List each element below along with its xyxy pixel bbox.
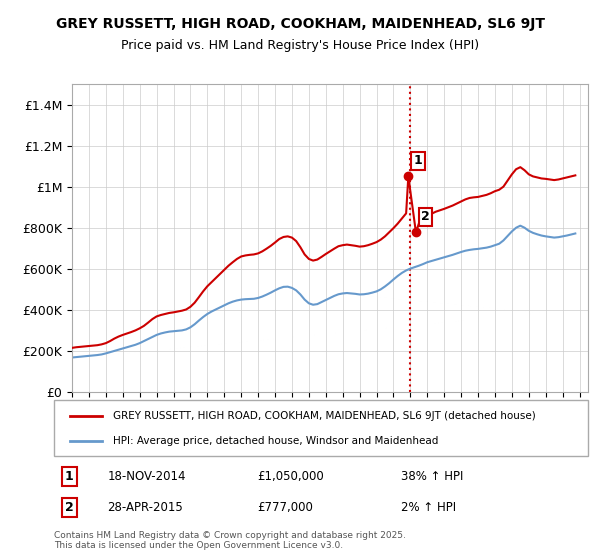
- Text: HPI: Average price, detached house, Windsor and Maidenhead: HPI: Average price, detached house, Wind…: [113, 436, 438, 446]
- Text: 2: 2: [65, 501, 73, 514]
- Text: 2: 2: [421, 210, 430, 223]
- Text: £777,000: £777,000: [257, 501, 313, 514]
- Text: Contains HM Land Registry data © Crown copyright and database right 2025.
This d: Contains HM Land Registry data © Crown c…: [54, 530, 406, 550]
- Text: 38% ↑ HPI: 38% ↑ HPI: [401, 470, 463, 483]
- FancyBboxPatch shape: [54, 400, 588, 456]
- Text: £1,050,000: £1,050,000: [257, 470, 323, 483]
- Text: Price paid vs. HM Land Registry's House Price Index (HPI): Price paid vs. HM Land Registry's House …: [121, 39, 479, 52]
- Text: 18-NOV-2014: 18-NOV-2014: [107, 470, 186, 483]
- Text: 1: 1: [65, 470, 73, 483]
- Text: GREY RUSSETT, HIGH ROAD, COOKHAM, MAIDENHEAD, SL6 9JT: GREY RUSSETT, HIGH ROAD, COOKHAM, MAIDEN…: [56, 17, 545, 31]
- Text: 2% ↑ HPI: 2% ↑ HPI: [401, 501, 456, 514]
- Text: GREY RUSSETT, HIGH ROAD, COOKHAM, MAIDENHEAD, SL6 9JT (detached house): GREY RUSSETT, HIGH ROAD, COOKHAM, MAIDEN…: [113, 411, 535, 421]
- Text: 1: 1: [413, 154, 422, 167]
- Text: 28-APR-2015: 28-APR-2015: [107, 501, 183, 514]
